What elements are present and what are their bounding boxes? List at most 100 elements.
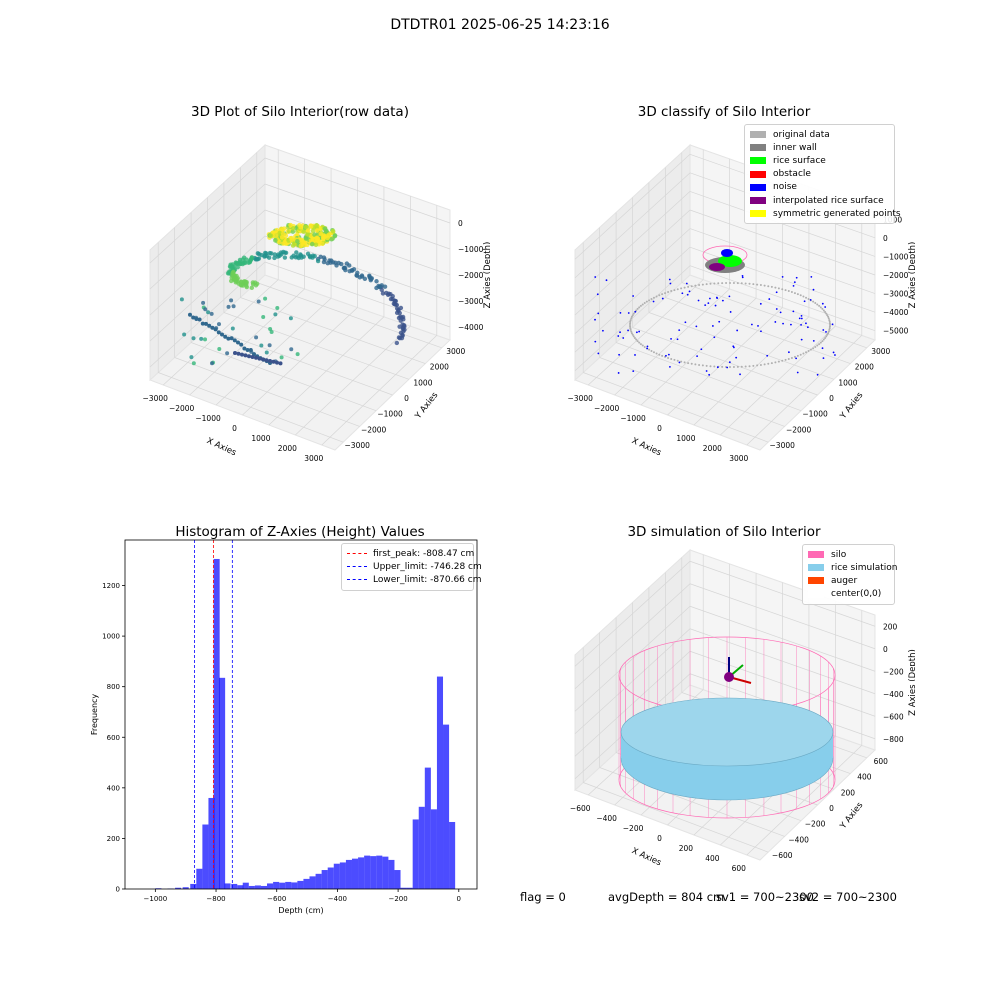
raw-point xyxy=(305,251,311,256)
legend-label: silo xyxy=(831,549,847,560)
y-tick-label: 600 xyxy=(874,757,889,766)
legend-entry: center(0,0) xyxy=(808,588,889,601)
raw-point xyxy=(256,251,262,257)
raw-point xyxy=(236,340,240,345)
z-gridline-back xyxy=(264,157,451,224)
noise-point xyxy=(713,336,716,339)
z-tick-label: 0 xyxy=(458,219,463,228)
original-point xyxy=(799,353,802,356)
original-point xyxy=(828,322,831,325)
original-point xyxy=(824,336,827,339)
raw-point xyxy=(197,317,202,322)
original-point xyxy=(629,325,632,328)
original-point xyxy=(763,363,766,366)
x-tick-label: −600 xyxy=(267,895,286,903)
legend-entry: auger xyxy=(808,574,889,587)
original-point xyxy=(636,340,639,343)
x-tick-label: 600 xyxy=(732,864,747,873)
raw-point xyxy=(264,350,269,355)
noise-point xyxy=(646,345,649,348)
noise-point xyxy=(716,366,719,369)
noise-point xyxy=(617,335,620,337)
noise-point xyxy=(781,275,784,278)
original-point xyxy=(667,356,670,359)
y-tick-label: 200 xyxy=(107,835,120,843)
x-tick-label: 0 xyxy=(657,834,662,843)
original-point xyxy=(630,330,633,333)
original-point xyxy=(629,327,632,330)
histogram-bar xyxy=(303,878,310,889)
noise-point xyxy=(632,295,635,297)
y-tick-label: −2000 xyxy=(786,425,812,434)
original-point xyxy=(638,306,641,309)
z-gridline xyxy=(574,228,691,334)
original-point xyxy=(713,365,716,368)
raw-point xyxy=(275,360,279,365)
original-point xyxy=(790,356,793,359)
raw-point xyxy=(232,276,238,281)
noise-point xyxy=(635,331,638,334)
noise-point xyxy=(821,302,824,305)
original-point xyxy=(774,286,777,289)
raw-point xyxy=(312,232,317,238)
original-point xyxy=(770,362,773,365)
legend-entry: symmetric generated points xyxy=(750,207,901,220)
legend-label: original data xyxy=(773,129,830,140)
legend-entry: silo xyxy=(808,548,889,561)
z-gridline-back xyxy=(264,183,451,250)
z-gridline xyxy=(574,583,691,690)
histogram-bar xyxy=(190,883,197,889)
raw-point xyxy=(234,261,239,266)
histogram-bar xyxy=(248,885,255,889)
original-point xyxy=(698,284,701,287)
raw-point xyxy=(394,340,400,346)
original-point xyxy=(729,366,731,368)
original-point xyxy=(767,362,770,365)
original-point xyxy=(802,352,805,355)
raw-point xyxy=(277,230,283,236)
y-tick-label: 2000 xyxy=(430,363,449,372)
original-point xyxy=(705,283,708,286)
noise-point xyxy=(670,338,672,340)
noise-point xyxy=(721,299,724,302)
noise-point xyxy=(759,302,762,305)
noise-point xyxy=(678,361,681,364)
noise-point xyxy=(686,293,689,296)
x-tick-label: 3000 xyxy=(304,454,323,463)
z-tick-label: −3000 xyxy=(883,290,909,299)
panel4-legend: silo rice simulation auger center(0,0) xyxy=(802,544,897,605)
raw-point xyxy=(273,312,278,317)
raw-point xyxy=(191,361,196,366)
original-point xyxy=(796,293,799,296)
raw-point xyxy=(191,336,196,341)
raw-point xyxy=(344,261,350,266)
noise-point xyxy=(800,323,802,326)
noise-point xyxy=(816,373,819,376)
z-tick-label: −1000 xyxy=(458,245,484,254)
z-axis-label: Z Axies (Depth) xyxy=(483,242,490,309)
noise-point xyxy=(812,339,815,342)
raw-point xyxy=(235,265,240,270)
original-point xyxy=(827,332,830,335)
raw-point xyxy=(325,260,330,266)
original-point xyxy=(787,357,790,360)
original-point xyxy=(805,351,808,354)
original-point xyxy=(648,348,651,351)
legend-label: symmetric generated points xyxy=(773,208,901,219)
noise-point xyxy=(822,329,825,331)
noise-point xyxy=(790,323,792,326)
histogram-bar xyxy=(175,887,182,889)
original-point xyxy=(632,312,635,315)
z-tick-label: 0 xyxy=(883,234,888,243)
raw-point xyxy=(249,285,255,291)
noise-point xyxy=(735,356,738,359)
original-point xyxy=(781,359,784,362)
original-point xyxy=(781,288,784,291)
noise-point xyxy=(793,281,796,284)
noise-point xyxy=(627,312,630,314)
original-point xyxy=(767,285,770,288)
raw-point xyxy=(191,315,196,320)
z-tick-label: −3000 xyxy=(458,297,484,306)
original-point xyxy=(824,311,827,314)
y-gridline xyxy=(665,297,851,364)
